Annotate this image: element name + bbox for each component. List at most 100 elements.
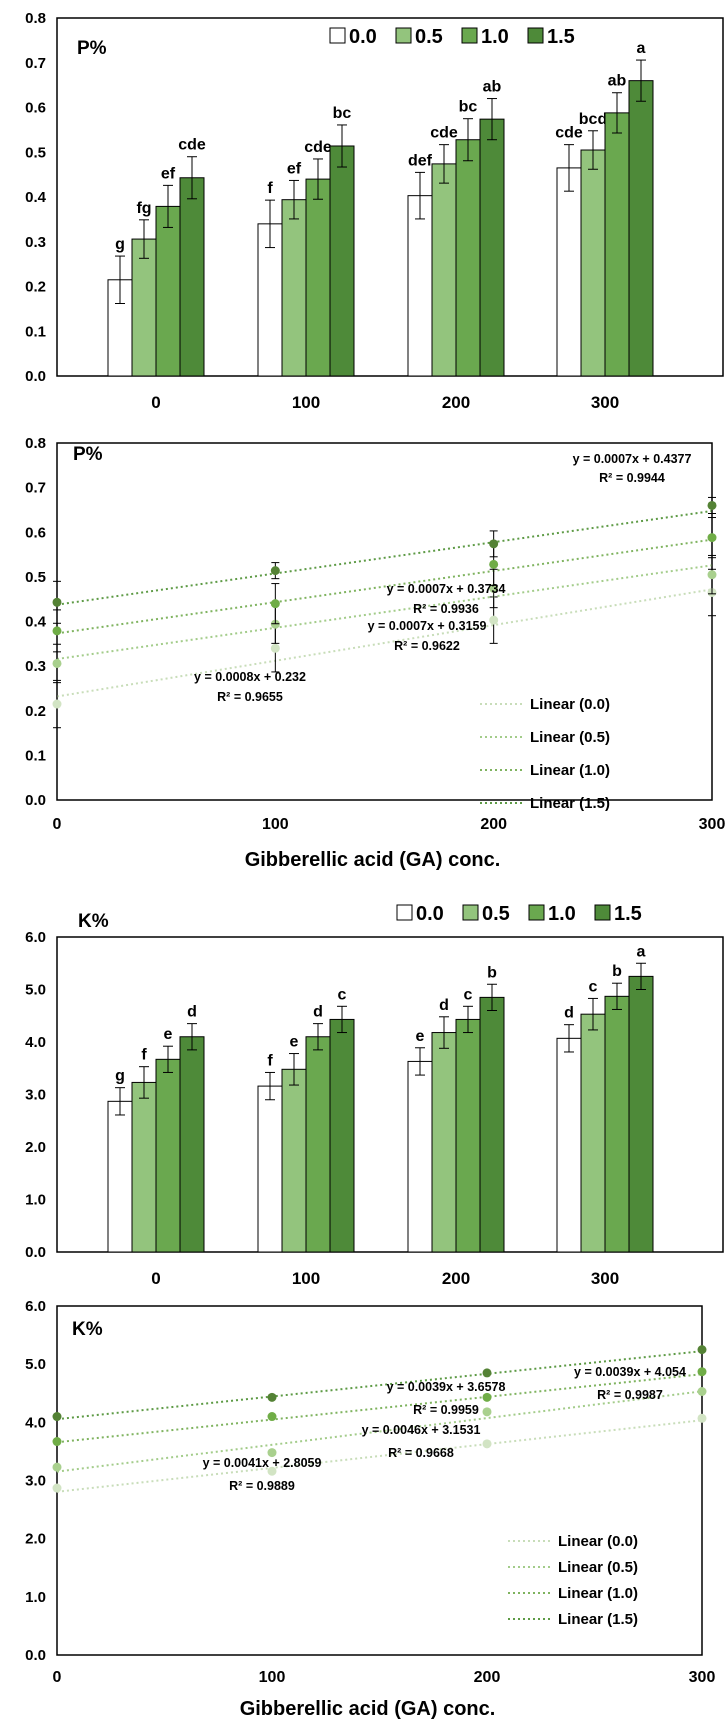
bar <box>179 177 205 377</box>
significance-letter: fg <box>136 200 151 217</box>
bar <box>131 238 157 377</box>
x-tick-label: 0 <box>53 816 62 833</box>
y-tick-label: 0.1 <box>25 747 46 764</box>
data-point <box>267 1466 277 1476</box>
y-tick-label: 0.0 <box>25 368 46 385</box>
y-tick-label: 0.3 <box>25 658 46 675</box>
legend-label: Linear (1.0) <box>558 1585 638 1602</box>
significance-letter: b <box>612 963 622 980</box>
y-tick-label: 0.5 <box>25 144 46 161</box>
data-point <box>270 599 280 609</box>
y-tick-label: 0.6 <box>25 524 46 541</box>
bar <box>580 149 606 377</box>
bar <box>407 1060 433 1253</box>
bar <box>305 178 331 377</box>
data-point <box>52 699 62 709</box>
bar <box>455 139 481 377</box>
x-tick-label: 100 <box>292 393 320 412</box>
legend-swatch <box>462 904 479 921</box>
significance-letter: bc <box>459 99 478 116</box>
y-tick-label: 1.0 <box>25 1192 46 1209</box>
significance-letter: d <box>313 1004 323 1021</box>
y-tick-label: 4.0 <box>25 1414 46 1431</box>
bar <box>329 145 355 377</box>
regression-equation: y = 0.0039x + 3.6578 <box>387 1380 506 1394</box>
significance-letter: ef <box>287 160 302 177</box>
data-point <box>52 1437 62 1447</box>
bar <box>479 118 505 377</box>
bar <box>281 199 307 377</box>
bar <box>628 80 654 377</box>
regression-equation: y = 0.0008x + 0.232 <box>194 670 306 684</box>
data-point <box>482 1407 492 1417</box>
significance-letter: ab <box>608 73 627 90</box>
data-point <box>707 533 717 543</box>
y-tick-label: 1.0 <box>25 1589 46 1606</box>
significance-letter: ef <box>161 165 176 182</box>
trendline <box>56 1350 703 1421</box>
y-tick-label: 2.0 <box>25 1139 46 1156</box>
significance-letter: f <box>141 1047 147 1064</box>
x-tick-label: 100 <box>262 816 289 833</box>
significance-letter: e <box>290 1034 299 1051</box>
trendline <box>56 509 713 606</box>
significance-letter: c <box>464 986 473 1003</box>
trendline <box>56 1390 703 1473</box>
data-point <box>697 1413 707 1423</box>
trendline <box>56 564 713 661</box>
data-point <box>482 1368 492 1378</box>
bar <box>131 1081 157 1253</box>
r-squared: R² = 0.9959 <box>413 1403 479 1417</box>
regression-equation: y = 0.0007x + 0.4377 <box>573 452 692 466</box>
significance-letter: def <box>408 152 433 169</box>
legend-label: 0.5 <box>415 26 443 48</box>
chart-1: 0.0 0.1 0.2 0.3 0.4 0.5 0.6 0.7 0.8 P% 0 100 200 300 g… <box>25 10 724 412</box>
significance-letter: e <box>164 1026 173 1043</box>
legend-swatch <box>528 904 545 921</box>
bar <box>407 195 433 377</box>
data-point <box>697 1345 707 1355</box>
y-tick-label: 0.3 <box>25 234 46 251</box>
y-tick-label: 3.0 <box>25 1087 46 1104</box>
data-point <box>707 500 717 510</box>
r-squared: R² = 0.9622 <box>394 639 460 653</box>
x-tick-label: 300 <box>689 1669 716 1686</box>
bar <box>556 167 582 377</box>
y-tick-label: 0.1 <box>25 323 46 340</box>
significance-letter: c <box>338 986 347 1003</box>
r-squared: R² = 0.9944 <box>599 471 665 485</box>
y-tick-label: 0.4 <box>25 614 47 631</box>
data-point <box>482 1439 492 1449</box>
x-tick-label: 300 <box>699 816 726 833</box>
data-point <box>270 566 280 576</box>
legend-swatch <box>329 27 346 44</box>
data-point <box>489 539 499 549</box>
significance-letter: f <box>267 180 273 197</box>
data-point <box>267 1392 277 1402</box>
trendline <box>56 1419 703 1493</box>
data-point <box>697 1387 707 1397</box>
bar <box>431 163 457 377</box>
regression-equation: y = 0.0007x + 0.3159 <box>368 619 487 633</box>
legend-label: Linear (0.0) <box>530 696 610 713</box>
chart-4: 0.0 1.0 2.0 3.0 4.0 5.0 6.0 K% 0 100 200 300 Gibbere… <box>25 1298 715 1720</box>
bar <box>479 996 505 1253</box>
bar <box>281 1068 307 1253</box>
chart-title: K% <box>78 911 109 932</box>
x-tick-label: 0 <box>53 1669 62 1686</box>
r-squared: R² = 0.9889 <box>229 1479 295 1493</box>
x-tick-label: 100 <box>292 1269 320 1288</box>
data-point <box>489 559 499 569</box>
y-tick-label: 5.0 <box>25 1356 46 1373</box>
bar <box>628 975 654 1253</box>
y-tick-label: 0.8 <box>25 10 46 27</box>
legend-label: 0.5 <box>482 903 510 925</box>
legend-label: 0.0 <box>349 26 377 48</box>
significance-letter: cde <box>304 139 332 156</box>
bar <box>455 1018 481 1253</box>
x-tick-label: 300 <box>591 393 619 412</box>
regression-equation: y = 0.0007x + 0.3734 <box>387 582 506 596</box>
significance-letter: b <box>487 964 497 981</box>
x-tick-label: 200 <box>442 393 470 412</box>
